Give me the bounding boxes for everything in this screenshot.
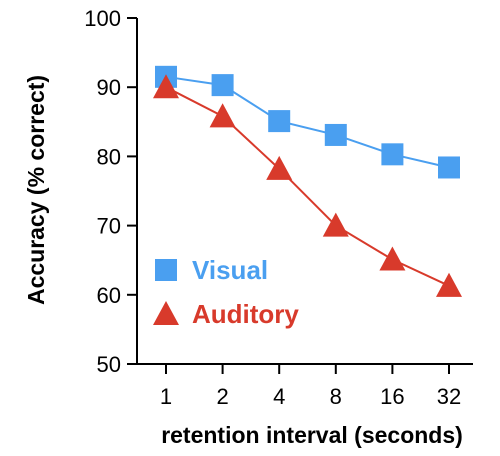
visual-data-point <box>438 156 460 179</box>
x-tick-label: 4 <box>273 384 285 409</box>
legend: Visual Auditory <box>153 255 299 329</box>
x-tick-label: 16 <box>380 384 404 409</box>
series-markers <box>153 65 462 297</box>
legend-label-visual: Visual <box>192 255 268 285</box>
visual-data-point <box>211 74 234 97</box>
legend-marker-auditory <box>153 301 179 326</box>
auditory-data-point <box>322 212 349 237</box>
visual-data-point <box>268 110 291 133</box>
x-tick-label: 32 <box>437 384 461 409</box>
x-tick-label: 2 <box>216 384 228 409</box>
visual-series-line <box>165 75 450 169</box>
y-tick-label: 50 <box>97 352 121 377</box>
y-ticks: 50 60 70 80 90 100 <box>84 6 137 377</box>
auditory-data-point <box>379 246 406 271</box>
auditory-data-point <box>266 155 293 180</box>
y-axis-title: Accuracy (% correct) <box>23 75 49 305</box>
x-axis-title: retention interval (seconds) <box>161 422 463 448</box>
x-ticks: 1 2 4 8 16 32 <box>160 364 461 409</box>
auditory-series-line <box>165 86 450 287</box>
axes <box>136 18 473 365</box>
y-tick-label: 100 <box>84 6 121 31</box>
y-tick-label: 80 <box>97 144 121 169</box>
legend-label-auditory: Auditory <box>192 299 299 329</box>
auditory-data-point <box>153 74 179 99</box>
legend-marker-visual <box>155 259 177 281</box>
y-tick-label: 70 <box>97 214 121 239</box>
y-tick-label: 60 <box>97 283 121 308</box>
visual-data-point <box>381 143 404 166</box>
x-tick-label: 8 <box>330 384 342 409</box>
auditory-data-point <box>209 103 236 128</box>
x-tick-label: 1 <box>160 384 172 409</box>
auditory-data-point <box>436 272 462 297</box>
y-tick-label: 90 <box>97 75 121 100</box>
visual-data-point <box>324 123 347 146</box>
